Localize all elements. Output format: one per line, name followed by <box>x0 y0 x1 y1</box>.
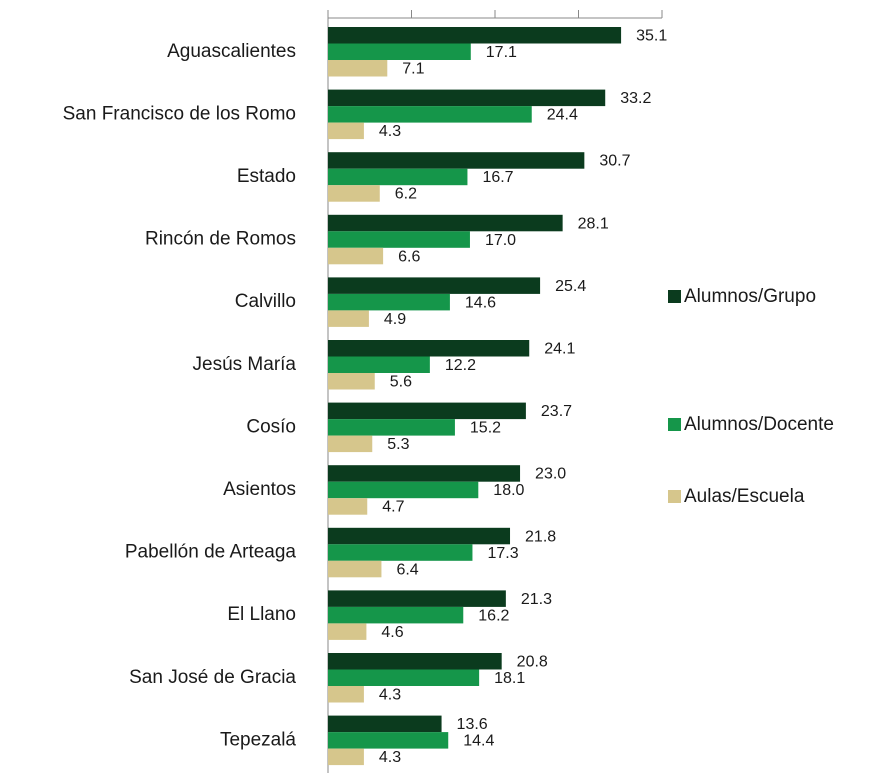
value-label: 24.4 <box>547 107 578 124</box>
bar <box>328 231 470 248</box>
value-label: 14.4 <box>463 733 494 750</box>
bar <box>328 606 464 624</box>
value-label: 17.1 <box>486 44 517 61</box>
category-label: Cosío <box>246 416 296 437</box>
bar <box>328 419 455 436</box>
bar <box>328 560 382 578</box>
value-label: 21.3 <box>521 591 552 608</box>
value-label: 5.3 <box>387 436 409 453</box>
value-label: 18.1 <box>494 670 525 687</box>
bar <box>328 544 473 561</box>
bar <box>328 715 442 733</box>
bar <box>328 653 502 670</box>
bar <box>328 122 364 140</box>
legend-swatch <box>668 490 681 503</box>
bar <box>328 402 526 420</box>
category-label: San José de Gracia <box>129 667 296 688</box>
bar <box>328 214 563 232</box>
value-label: 25.4 <box>555 278 586 295</box>
category-label: Rincón de Romos <box>145 229 296 250</box>
category-label: San Francisco de los Romo <box>63 103 296 124</box>
bar <box>328 152 585 169</box>
legend-label: Aulas/Escuela <box>684 486 805 507</box>
value-label: 4.7 <box>382 499 404 516</box>
bar <box>328 277 541 294</box>
value-label: 6.4 <box>396 561 418 578</box>
value-label: 16.2 <box>478 607 509 624</box>
legend-label: Alumnos/Docente <box>684 414 834 435</box>
bar <box>328 748 364 766</box>
value-label: 4.9 <box>384 311 406 328</box>
category-label: Tepezalá <box>220 729 296 750</box>
bar <box>328 168 468 186</box>
category-label: Pabellón de Arteaga <box>125 542 297 563</box>
value-label: 12.2 <box>445 357 476 374</box>
bar <box>328 43 471 60</box>
bar <box>328 60 388 77</box>
legend-swatch <box>668 418 681 431</box>
value-label: 20.8 <box>517 653 548 670</box>
value-label: 18.0 <box>493 482 524 499</box>
bar <box>328 686 364 703</box>
value-label: 17.0 <box>485 232 516 249</box>
value-label: 28.1 <box>578 215 609 232</box>
bar <box>328 465 521 482</box>
bar <box>328 481 479 499</box>
bar <box>328 340 530 357</box>
value-label: 6.2 <box>395 186 417 203</box>
bar <box>328 27 622 44</box>
category-label: El Llano <box>227 604 296 625</box>
bar <box>328 89 606 107</box>
bar <box>328 732 449 749</box>
value-label: 17.3 <box>487 545 518 562</box>
category-label: Estado <box>237 166 296 187</box>
value-label: 13.6 <box>457 716 488 733</box>
value-label: 6.6 <box>398 248 420 265</box>
value-label: 4.3 <box>379 749 401 766</box>
category-label: Asientos <box>223 479 296 500</box>
bar <box>328 669 480 686</box>
bar <box>328 310 369 327</box>
bar <box>328 623 367 640</box>
value-label: 30.7 <box>599 153 630 170</box>
value-label: 16.7 <box>482 169 513 186</box>
value-label: 21.8 <box>525 528 556 545</box>
value-label: 33.2 <box>620 90 651 107</box>
value-label: 23.0 <box>535 466 566 483</box>
category-label: Aguascalientes <box>167 41 296 62</box>
value-label: 4.6 <box>381 624 403 641</box>
bar <box>328 293 450 311</box>
value-label: 14.6 <box>465 294 496 311</box>
category-label: Jesús María <box>193 354 297 375</box>
bar <box>328 185 380 202</box>
bar <box>328 106 532 123</box>
value-label: 4.3 <box>379 123 401 140</box>
bar <box>328 356 430 373</box>
category-label: Calvillo <box>235 291 296 312</box>
bar <box>328 527 511 545</box>
bar <box>328 435 373 453</box>
value-label: 23.7 <box>541 403 572 420</box>
bar <box>328 498 368 515</box>
value-label: 7.1 <box>402 60 424 77</box>
legend-label: Alumnos/Grupo <box>684 286 816 307</box>
bar <box>328 247 384 265</box>
value-label: 24.1 <box>544 340 575 357</box>
value-label: 15.2 <box>470 420 501 437</box>
value-label: 4.3 <box>379 686 401 703</box>
value-label: 5.6 <box>390 373 412 390</box>
bar <box>328 590 506 607</box>
value-label: 35.1 <box>636 27 667 44</box>
bar <box>328 373 375 390</box>
legend-swatch <box>668 290 681 303</box>
